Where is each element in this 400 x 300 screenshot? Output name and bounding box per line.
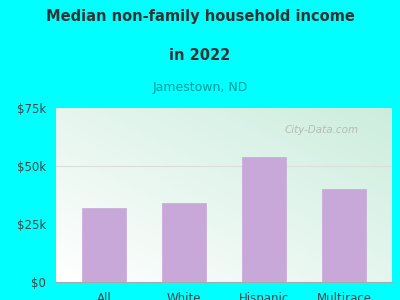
Bar (162, 203, 206, 282)
Text: Jamestown, ND: Jamestown, ND (152, 81, 248, 94)
Bar (322, 189, 366, 282)
Text: Median non-family household income: Median non-family household income (46, 9, 354, 24)
Text: City-Data.com: City-Data.com (284, 125, 359, 135)
Bar (82, 208, 126, 282)
Text: in 2022: in 2022 (169, 48, 231, 63)
Bar (242, 157, 286, 282)
